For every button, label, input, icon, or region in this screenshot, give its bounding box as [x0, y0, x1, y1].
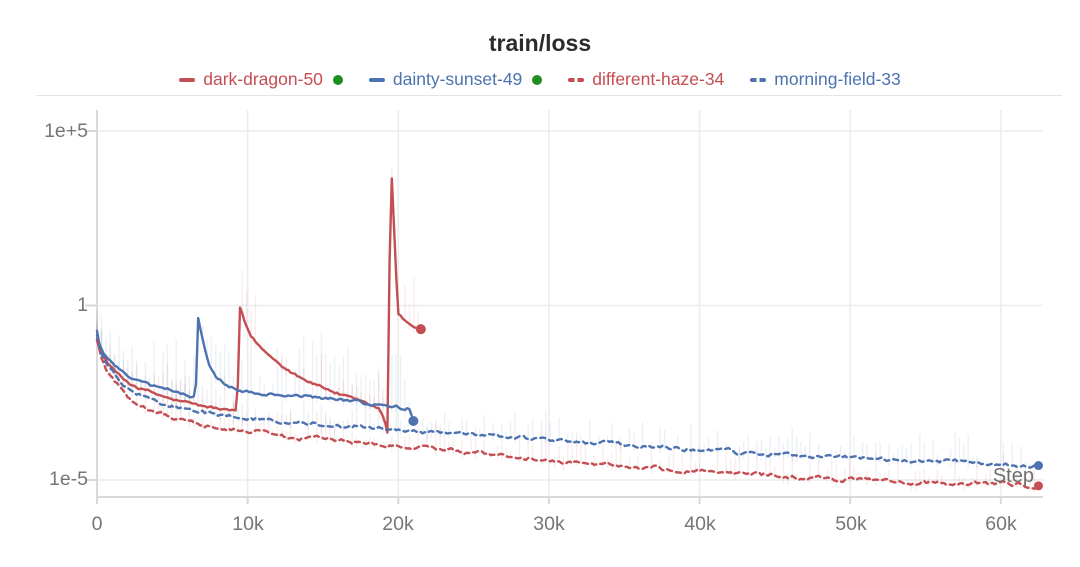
active-run-dot-icon — [332, 74, 343, 85]
legend-item-different-haze-34[interactable]: different-haze-34 — [568, 69, 724, 90]
legend-line-marker-icon — [179, 77, 196, 82]
plot-area[interactable] — [97, 110, 1043, 497]
series-end-marker-morning-field-33 — [1033, 461, 1043, 471]
legend: dark-dragon-50 dainty-sunset-49 differen… — [0, 69, 1080, 90]
legend-line-marker-icon — [368, 77, 385, 82]
series-lines — [95, 177, 1043, 491]
active-run-dot-icon — [532, 74, 543, 85]
series-line-dark-dragon-50 — [95, 177, 422, 434]
series-end-marker-dainty-sunset-49 — [408, 416, 419, 427]
axis-lines — [85, 110, 1043, 504]
legend-label: dark-dragon-50 — [203, 69, 323, 89]
legend-line-marker-icon — [750, 77, 767, 82]
series-line-different-haze-34 — [95, 338, 1038, 490]
series-line-morning-field-33 — [95, 333, 1038, 469]
legend-item-dainty-sunset-49[interactable]: dainty-sunset-49 — [368, 69, 543, 90]
legend-line-marker-icon — [568, 77, 585, 82]
legend-label: dainty-sunset-49 — [392, 69, 523, 89]
legend-item-morning-field-33[interactable]: morning-field-33 — [750, 69, 901, 90]
legend-divider — [36, 95, 1062, 96]
series-end-marker-different-haze-34 — [1033, 481, 1043, 491]
legend-label: different-haze-34 — [592, 69, 725, 89]
series-line-dainty-sunset-49 — [95, 316, 413, 417]
series-end-marker-dark-dragon-50 — [415, 324, 426, 335]
legend-label: morning-field-33 — [774, 69, 901, 89]
legend-item-dark-dragon-50[interactable]: dark-dragon-50 — [179, 69, 343, 90]
